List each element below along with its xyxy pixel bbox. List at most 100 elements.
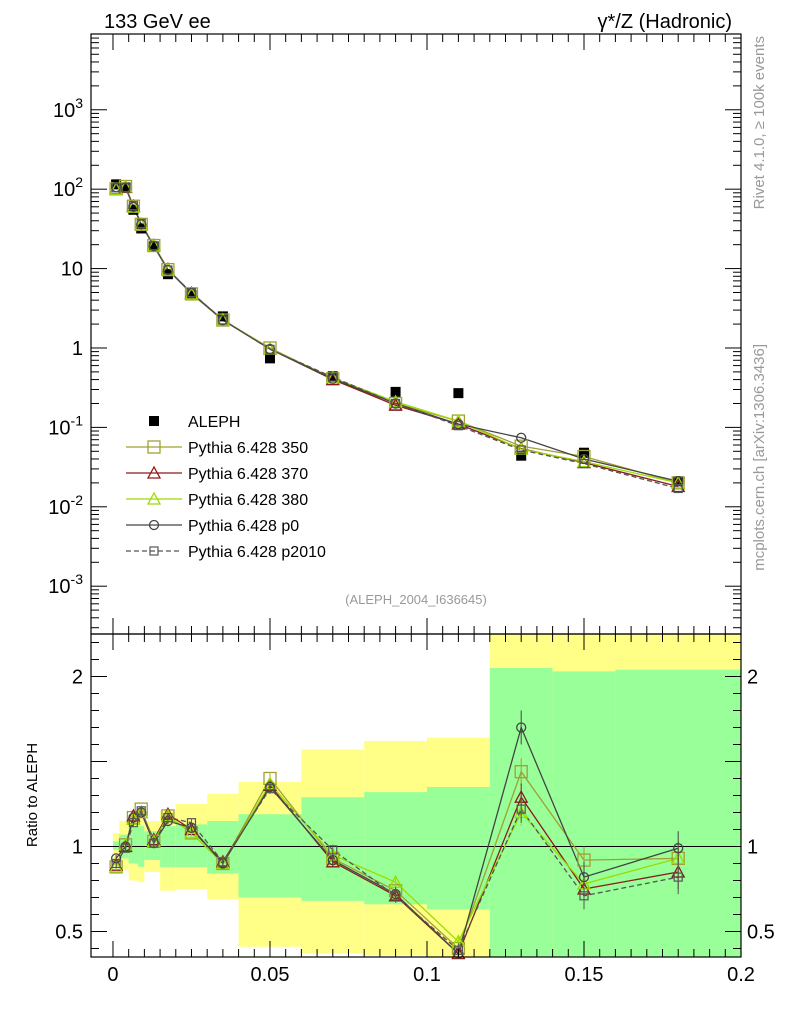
ratio-point-pythia-6-428-p2010 (128, 818, 138, 828)
main-line-pythia-6-428-350 (115, 185, 679, 484)
main-series-markers (109, 179, 686, 494)
main-point-pythia-6-428-p2010 (163, 265, 173, 275)
ratio-x-tick-label: 0.05 (251, 964, 290, 986)
main-point-pythia-6-428-380 (388, 394, 403, 408)
ratio-x-tick-label: 0.1 (413, 964, 441, 986)
main-point-pythia-6-428-p2010 (186, 287, 197, 298)
main-point-pythia-6-428-350 (514, 439, 528, 453)
ratio-y-tick-label-right: 2 (747, 667, 758, 689)
main-point-pythia-6-428-p2010 (265, 344, 275, 354)
legend: ALEPH Pythia 6.428 350 Pythia 6.428 370 Pyt… (126, 414, 326, 561)
main-line-pythia-6-428-p0 (116, 186, 679, 482)
ratio-point-pythia-6-428-p2010 (136, 806, 146, 816)
main-point-aleph (453, 388, 464, 399)
main-point-aleph (327, 371, 338, 382)
legend-marker-aleph (149, 416, 159, 426)
main-point-pythia-6-428-p2010 (673, 483, 683, 494)
axis-tick-labels: 1 10 102 103 10-3 10-2 10-1 0 0.05 0.1 0.15 0.2 0.5 0… (48, 95, 775, 986)
ratio-x-tick-label: 0 (107, 964, 118, 986)
main-point-pythia-6-428-370 (388, 397, 403, 411)
ratio-point-pythia-6-428-p0 (516, 722, 527, 733)
main-y-tick-label: 103 (53, 95, 83, 122)
ratio-y-tick-label-left: 0.5 (55, 922, 83, 944)
ratio-point-pythia-6-428-380 (184, 825, 199, 839)
main-point-pythia-6-428-p2010 (136, 218, 146, 229)
main-point-pythia-6-428-p2010 (453, 421, 463, 431)
ratio-point-pythia-6-428-p2010 (120, 843, 131, 853)
main-point-pythia-6-428-350 (388, 396, 403, 411)
main-point-aleph (578, 447, 589, 458)
main-point-pythia-6-428-p2010 (128, 201, 138, 211)
main-y-tick-label: 10-1 (48, 412, 83, 439)
ratio-point-pythia-6-428-p0 (327, 854, 338, 866)
ratio-point-pythia-6-428-p2010 (163, 812, 173, 823)
main-point-pythia-6-428-p0 (673, 476, 684, 487)
ratio-y-tick-label-left: 1 (72, 837, 83, 859)
main-y-tick-label: 102 (53, 174, 83, 201)
main-point-pythia-6-428-380 (184, 286, 199, 300)
main-point-pythia-6-428-p2010 (390, 398, 401, 409)
main-y-tick-label: 10-3 (48, 571, 83, 598)
main-point-aleph (148, 241, 159, 252)
ratio-series-markers (109, 710, 686, 960)
main-point-pythia-6-428-p2010 (111, 183, 121, 193)
main-point-pythia-6-428-380 (109, 181, 124, 195)
legend-marker-pythia-6-428-p2010 (149, 546, 159, 556)
green-band (552, 671, 616, 957)
main-point-pythia-6-428-380 (576, 454, 592, 468)
ratio-uncertainty-bands (112, 634, 741, 957)
ratio-y-tick-label-left: 2 (72, 667, 83, 689)
rivet-label: Rivet 4.1.0, ≥ 100k events (751, 36, 768, 209)
header-left: 133 GeV ee (104, 11, 211, 33)
main-point-pythia-6-428-p0 (516, 432, 527, 443)
main-y-tick-label: 10 (61, 259, 83, 281)
ratio-point-pythia-6-428-p2010 (149, 838, 159, 848)
ratio-point-pythia-6-428-370 (325, 854, 340, 868)
main-point-pythia-6-428-p2010 (120, 183, 131, 193)
legend-label-pythia-6-428-p0: Pythia 6.428 p0 (188, 518, 299, 535)
legend-label-pythia-6-428-p2010: Pythia 6.428 p2010 (188, 544, 326, 561)
legend-label-pythia-6-428-350: Pythia 6.428 350 (188, 440, 308, 457)
ratio-point-pythia-6-428-380 (109, 859, 124, 873)
main-point-pythia-6-428-p2010 (516, 445, 526, 455)
main-point-aleph (186, 290, 197, 301)
ratio-point-pythia-6-428-p0 (673, 843, 684, 854)
ratio-y-tick-label-right: 0.5 (747, 922, 775, 944)
main-point-pythia-6-428-380 (671, 475, 686, 489)
legend-marker-pythia-6-428-p0 (148, 519, 160, 531)
ratio-y-tick-label-right: 1 (747, 837, 758, 859)
ratio-point-pythia-6-428-p2010 (265, 784, 275, 794)
ratio-ylabel: Ratio to ALEPH (24, 743, 41, 847)
main-point-pythia-6-428-p2010 (579, 458, 589, 469)
header-right: γ*/Z (Hadronic) (598, 11, 732, 33)
legend-marker-pythia-6-428-350 (147, 440, 161, 454)
ratio-point-pythia-6-428-p2010 (328, 845, 338, 855)
ratio-x-tick-label: 0.2 (727, 964, 755, 986)
legend-label-aleph: ALEPH (188, 414, 240, 431)
main-y-tick-label: 10-2 (48, 492, 83, 519)
legend-label-pythia-6-428-370: Pythia 6.428 370 (188, 466, 308, 483)
ratio-point-pythia-6-428-380 (388, 874, 403, 888)
legend-marker-pythia-6-428-380 (146, 491, 162, 505)
ratio-point-pythia-6-428-350 (514, 765, 528, 779)
green-band (426, 787, 490, 910)
legend-label-pythia-6-428-380: Pythia 6.428 380 (188, 492, 308, 509)
main-point-pythia-6-428-p2010 (328, 372, 338, 382)
green-band (112, 841, 120, 850)
main-point-pythia-6-428-p0 (578, 453, 590, 465)
main-point-aleph (390, 386, 401, 397)
main-point-aleph (264, 353, 275, 364)
ratio-point-pythia-6-428-p2010 (218, 857, 228, 867)
mcplots-label: mcplots.cern.ch [arXiv:1306.3436] (751, 344, 768, 571)
main-point-pythia-6-428-350 (577, 449, 591, 464)
main-point-pythia-6-428-370 (671, 479, 686, 493)
ratio-x-tick-label: 0.15 (565, 964, 604, 986)
main-point-pythia-6-428-p2010 (218, 315, 228, 325)
main-point-pythia-6-428-370 (325, 372, 340, 386)
main-point-aleph (516, 450, 527, 461)
ratio-point-pythia-6-428-p2010 (111, 858, 121, 869)
green-band (128, 827, 139, 864)
main-point-aleph (120, 182, 131, 193)
ratio-point-pythia-6-428-p2010 (390, 891, 401, 901)
